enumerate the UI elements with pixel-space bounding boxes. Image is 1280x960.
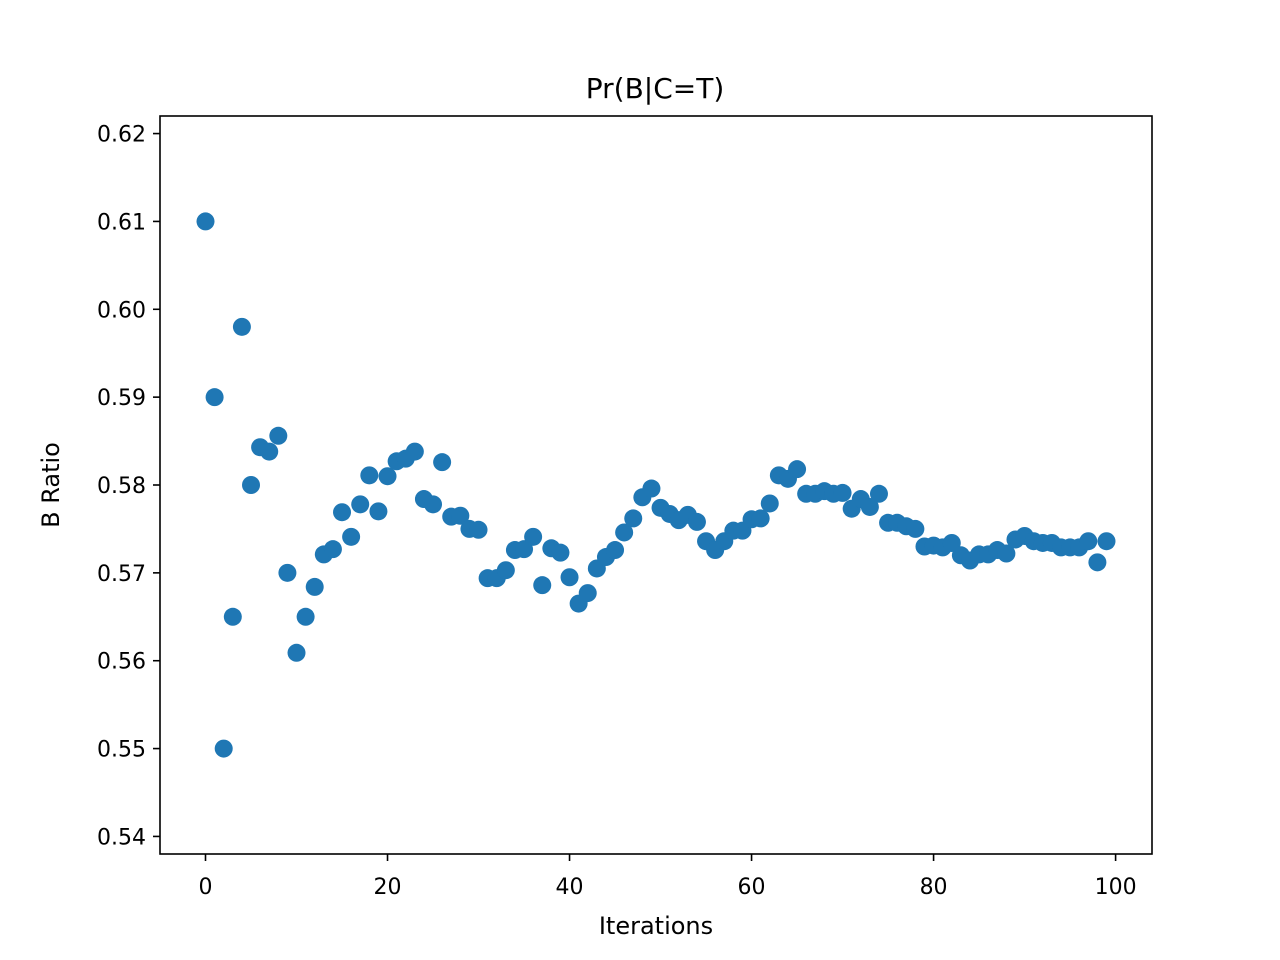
data-point (424, 495, 443, 514)
data-point (615, 523, 634, 542)
data-point (333, 503, 352, 522)
data-point (451, 506, 470, 525)
x-tick-label: 100 (1095, 875, 1137, 900)
data-point (860, 497, 879, 516)
y-tick-label: 0.54 (97, 825, 146, 850)
data-point (1079, 532, 1098, 551)
data-point (906, 519, 925, 538)
data-point (351, 495, 370, 514)
data-point (269, 426, 288, 445)
x-tick-label: 80 (920, 875, 948, 900)
data-point (524, 527, 543, 546)
data-point (942, 533, 961, 552)
y-tick-label: 0.62 (97, 123, 146, 148)
data-point (1088, 553, 1107, 572)
data-point (196, 212, 215, 231)
x-tick-label: 0 (199, 875, 213, 900)
data-point (560, 568, 579, 587)
data-point (287, 643, 306, 662)
y-tick-label: 0.61 (97, 210, 146, 235)
data-point (642, 479, 661, 498)
data-point (369, 502, 388, 521)
y-tick-label: 0.55 (97, 738, 146, 763)
data-point (997, 544, 1016, 563)
data-point (405, 442, 424, 461)
data-point (433, 453, 452, 472)
data-point (296, 607, 315, 626)
data-point (260, 442, 279, 461)
data-point (223, 607, 242, 626)
chart-title: Pr(B|C=T) (586, 72, 725, 105)
data-point (342, 527, 361, 546)
data-point (833, 483, 852, 502)
data-points (196, 212, 1116, 758)
data-point (1097, 532, 1116, 551)
y-tick-label: 0.57 (97, 562, 146, 587)
x-axis: 0 20 40 60 80 100 (199, 854, 1137, 900)
y-tick-label: 0.59 (97, 386, 146, 411)
data-point (533, 576, 552, 595)
data-point (869, 484, 888, 503)
data-point (232, 317, 251, 336)
data-point (242, 476, 261, 494)
data-point (751, 509, 770, 528)
x-axis-label: Iterations (599, 912, 713, 940)
y-tick-label: 0.60 (97, 298, 146, 323)
data-point (469, 520, 488, 539)
y-tick-label: 0.58 (97, 474, 146, 499)
y-axis: 0.54 0.55 0.56 0.57 0.58 0.59 0.60 0.61 0.62 (97, 123, 160, 850)
data-point (205, 388, 224, 407)
x-tick-label: 60 (738, 875, 766, 900)
data-point (278, 563, 297, 582)
y-axis-label: B Ratio (37, 442, 65, 528)
x-tick-label: 20 (374, 875, 402, 900)
data-point (606, 541, 625, 560)
y-tick-label: 0.56 (97, 650, 146, 675)
data-point (214, 739, 233, 758)
data-point (515, 540, 534, 559)
data-point (323, 540, 342, 559)
x-tick-label: 40 (556, 875, 584, 900)
data-point (496, 561, 515, 580)
data-point (624, 509, 643, 528)
data-point (305, 577, 324, 596)
data-point (760, 494, 779, 513)
data-point (360, 466, 379, 485)
data-point (578, 584, 597, 603)
data-point (551, 543, 570, 562)
data-point (378, 467, 397, 486)
data-point (687, 512, 706, 531)
data-point (788, 460, 807, 479)
